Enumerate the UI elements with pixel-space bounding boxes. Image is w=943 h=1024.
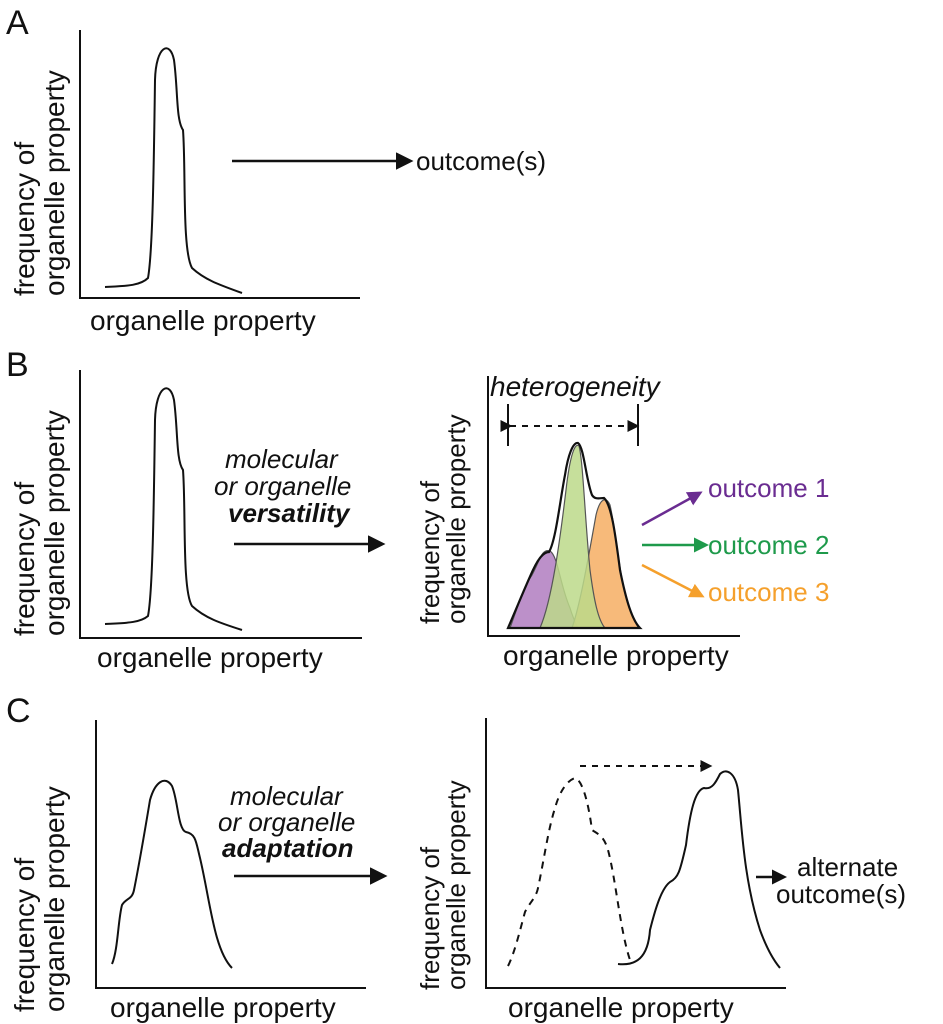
panel-a-ylabel: frequency of organelle property [9, 70, 70, 296]
panel-b-arrow-line1: molecular [225, 444, 339, 474]
panel-a: A frequency of organelle property outcom… [6, 4, 546, 336]
panel-b-right-ylabel: frequency of organelle property [415, 414, 471, 624]
panel-c-right-ylabel-line2: organelle property [441, 780, 471, 990]
panel-c-outcome-line2: outcome(s) [776, 879, 906, 909]
panel-b-ylabel: frequency of organelle property [9, 410, 70, 636]
panel-c-shifted-curve [617, 770, 781, 969]
panel-c-right-ylabel-line1: frequency of [415, 846, 445, 990]
panel-a-axes [79, 30, 360, 299]
panel-b-arrow-outcome-1 [641, 491, 703, 527]
panel-c-right-axes [485, 718, 786, 989]
panel-c-left-axes [95, 720, 366, 989]
panel-b-heterogeneity-label: heterogeneity [490, 371, 662, 402]
panel-a-ylabel-line2: organelle property [39, 70, 70, 296]
panel-c-arrow-line3: adaptation [222, 833, 353, 863]
panel-a-xlabel: organelle property [90, 305, 316, 336]
panel-b-right-ylabel-line2: organelle property [441, 414, 471, 624]
panel-c-outcome-line1: alternate [797, 852, 898, 882]
panel-c: C frequency of organelle property organe… [6, 692, 906, 1023]
panel-b-left-axes [79, 370, 362, 639]
panel-a-letter: A [6, 4, 29, 42]
panel-b-outcome-1: outcome 1 [708, 473, 829, 503]
panel-b-outcome-2: outcome 2 [708, 530, 829, 560]
panel-c-right-ylabel: frequency of organelle property [415, 780, 471, 990]
panel-b-letter: B [6, 346, 29, 384]
panel-b-ylabel-line2: organelle property [39, 410, 70, 636]
panel-a-outcome: outcome(s) [416, 146, 546, 176]
panel-a-distribution-curve [104, 47, 243, 294]
panel-b-arrow-line3: versatility [228, 498, 351, 528]
panel-b: B frequency of organelle property organe… [6, 346, 829, 673]
panel-b-arrow-line2: or organelle [214, 471, 351, 501]
panel-c-right-xlabel: organelle property [508, 992, 734, 1023]
panel-b-right-xlabel: organelle property [503, 640, 729, 671]
panel-b-left-curve [104, 387, 243, 631]
panel-b-ylabel-line1: frequency of [9, 482, 40, 636]
panel-b-right-axes [487, 376, 740, 637]
panel-b-right-ylabel-line1: frequency of [415, 480, 445, 624]
panel-c-arrow-line1: molecular [230, 781, 344, 811]
panel-c-ylabel-line2: organelle property [39, 786, 70, 1012]
panel-b-left-xlabel: organelle property [97, 642, 323, 673]
panel-c-original-curve-dashed [507, 776, 631, 967]
panel-c-letter: C [6, 692, 31, 730]
panel-c-ylabel-line1: frequency of [9, 858, 40, 1012]
panel-c-ylabel: frequency of organelle property [9, 786, 70, 1012]
panel-b-arrow-outcome-3 [641, 563, 705, 598]
panel-c-left-xlabel: organelle property [110, 992, 336, 1023]
panel-b-outcome-3: outcome 3 [708, 577, 829, 607]
panel-c-left-curve [111, 779, 233, 969]
panel-c-arrow-line2: or organelle [218, 807, 355, 837]
panel-a-ylabel-line1: frequency of [9, 142, 40, 296]
panel-b-right-envelope-curve [506, 441, 643, 630]
